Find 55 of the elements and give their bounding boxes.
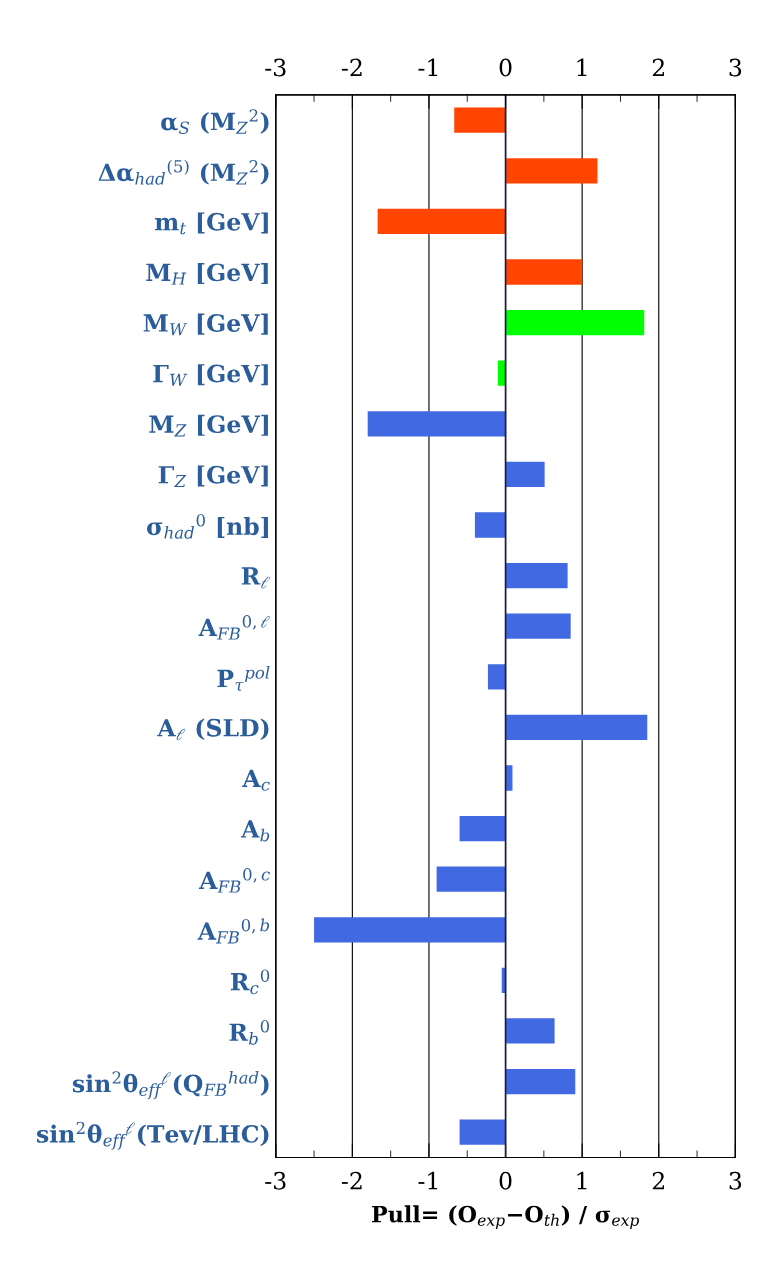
bar	[436, 866, 506, 892]
bar	[505, 613, 571, 639]
x2-tick-label: -2	[341, 58, 362, 77]
y-tick-label: R$_{c}$$^{0}$	[230, 969, 270, 995]
x-tick-label: 0	[499, 1171, 512, 1190]
y-tick-label: M$_{Z}$ [GeV]	[149, 414, 268, 437]
x2-tick-label: 1	[577, 58, 587, 77]
x2-tick-label: -1	[418, 58, 438, 77]
y-tick-label: σ$_{had}$$^{0}$ [nb]	[146, 514, 268, 539]
y-tick-label: A$_{FB}$$^{0,b}$	[197, 918, 270, 944]
x-axis-title: Pull= (O$_{exp}$−O$_{th}$) / σ$_{exp}$	[372, 1205, 639, 1229]
x-tick-label: 2	[652, 1171, 664, 1190]
y-tick-label: R$_{ℓ}$	[241, 567, 270, 589]
bar	[505, 1068, 576, 1095]
y-tick-label: sin$^{2}$θ$_{eff}$$^{ℓ}$(Tev/LHC)	[36, 1121, 269, 1150]
y-tick-label: Δα$_{had}$$^{(5)}$ (M$_{Z}$$^{2}$)	[98, 159, 269, 185]
bar	[505, 461, 545, 488]
bar	[505, 1018, 555, 1044]
bar	[367, 411, 506, 437]
x2-tick-label: 2	[652, 58, 664, 77]
y-tick-label: M$_{H}$ [GeV]	[146, 263, 268, 285]
x2-tick-label: 3	[729, 58, 742, 77]
x-tick-label: -2	[341, 1171, 362, 1190]
y-tick-label: R$_{b}$$^{0}$	[229, 1020, 270, 1045]
y-tick-label: M$_{W}$ [GeV]	[143, 313, 268, 336]
y-tick-label: A$_{c}$	[242, 769, 270, 791]
bar	[459, 1119, 506, 1145]
bar	[377, 208, 506, 235]
bar	[487, 664, 506, 690]
bar	[505, 765, 513, 791]
x-tick-label: -3	[265, 1171, 286, 1190]
y-tick-label: Γ$_{W}$ [GeV]	[153, 364, 268, 386]
y-tick-label: P$_{τ}$$^{pol}$	[217, 665, 270, 691]
x-tick-label: 3	[729, 1171, 742, 1190]
x2-tick-label: 0	[499, 58, 512, 77]
y-tick-label: A$_{FB}$$^{0,c}$	[198, 868, 270, 893]
category-label: sin$^{2}$θ$_{eff}$$^{ℓ}$(Q$_{FB}$$^{had}$)	[72, 1070, 269, 1100]
bar	[474, 512, 506, 538]
y-tick-label: A$_{b}$	[240, 820, 270, 842]
bar	[505, 714, 648, 741]
bar	[505, 259, 583, 285]
y-tick-label: m$_{t}$ [GeV]	[155, 212, 268, 235]
bar	[505, 562, 568, 589]
x2-tick-label: -3	[265, 58, 286, 77]
bar	[459, 815, 506, 842]
bar	[314, 917, 506, 943]
bar	[505, 158, 598, 184]
bar	[454, 107, 506, 133]
y-tick-label: A$_{ℓ}$ (SLD)	[157, 718, 269, 741]
x-tick-label: 1	[577, 1171, 587, 1190]
y-tick-label: A$_{FB}$$^{0,ℓ}$	[198, 615, 270, 640]
y-tick-label: Γ$_{Z}$ [GeV]	[158, 465, 268, 488]
bar	[505, 309, 645, 336]
x-tick-label: -1	[418, 1171, 438, 1190]
y-tick-label: α$_{S}$ (M$_{Z}$$^{2}$)	[161, 109, 269, 134]
